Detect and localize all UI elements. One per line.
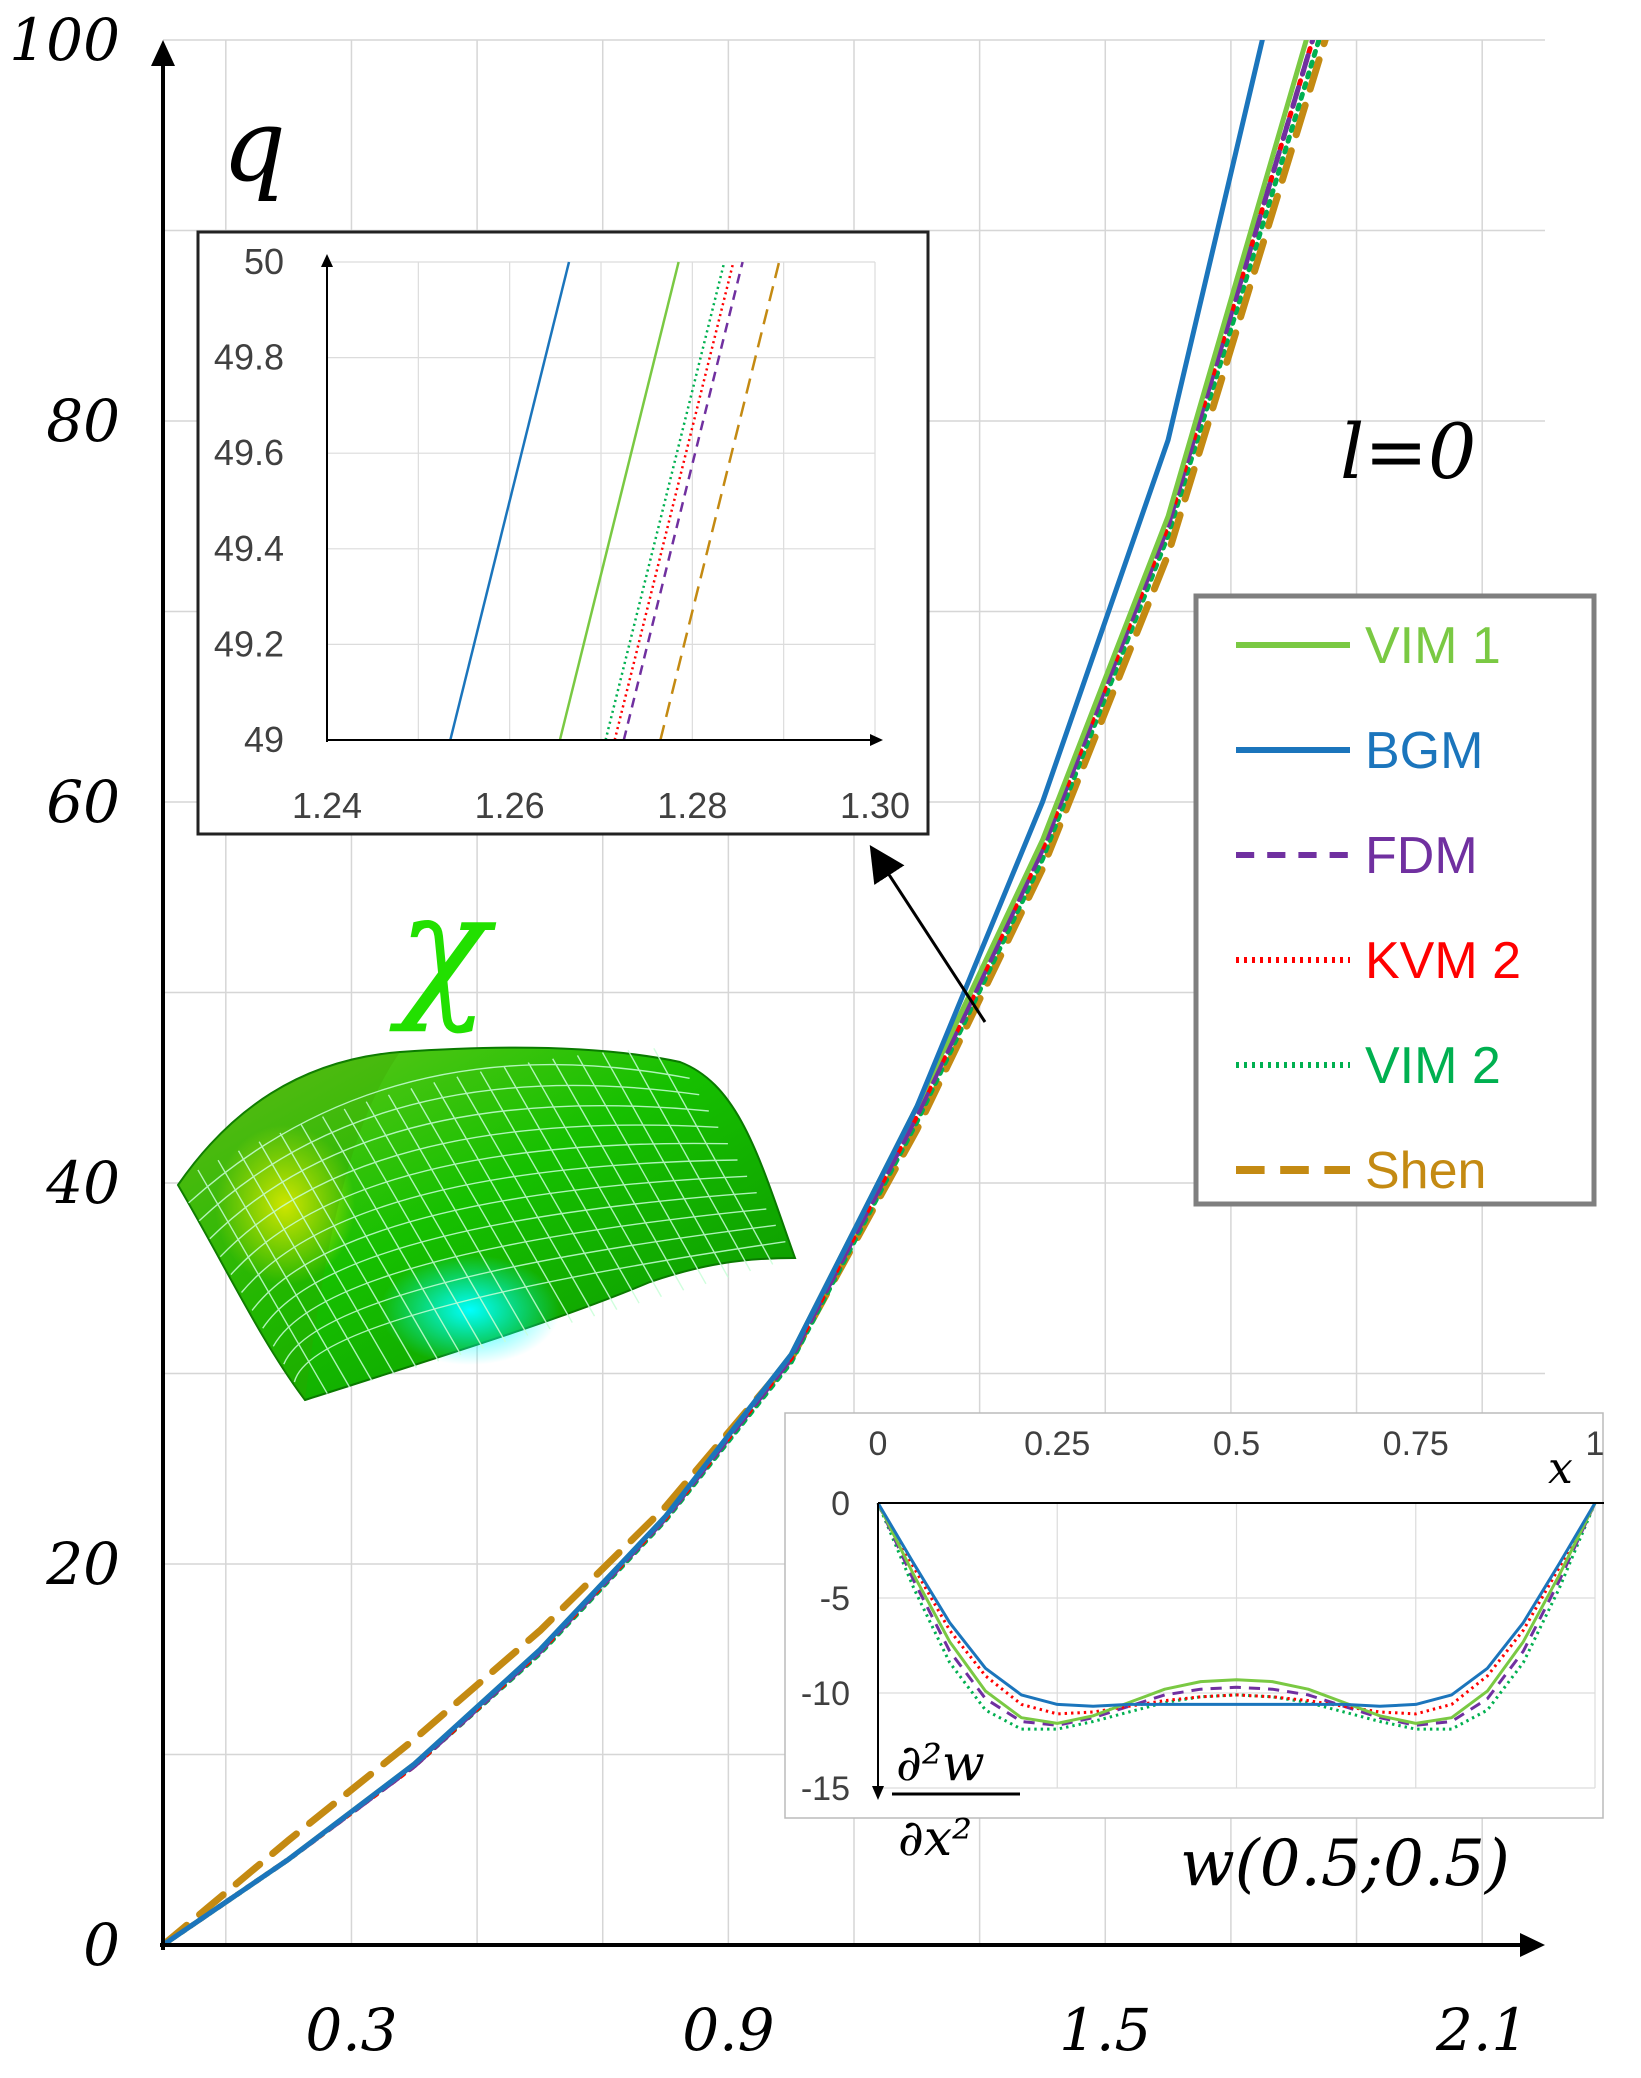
d2-series-kvm-2 xyxy=(876,1502,1597,1716)
zoom-series-fdm xyxy=(622,261,744,741)
d2-x-label: x xyxy=(1548,1443,1573,1494)
zoom-inset: 1.24 1.26 1.28 1.30 49 49.2 49.4 49.6 49.8 50 xyxy=(196,230,930,836)
main-y-axis-arrow xyxy=(151,40,175,66)
d2-y-tick-label: -10 xyxy=(801,1675,850,1713)
main-y-tick-label: 100 xyxy=(9,6,120,74)
d2-x-tick-label: 0 xyxy=(869,1425,888,1463)
legend-item-fdm: FDM xyxy=(1236,827,1478,885)
d2-x-tick-label: 1 xyxy=(1586,1425,1605,1463)
zoom-y-tick-label: 50 xyxy=(244,241,284,282)
legend-label-vim-1: VIM 1 xyxy=(1365,617,1501,675)
zoom-series-vim-2 xyxy=(604,261,726,741)
main-x-axis-arrow xyxy=(1520,1933,1545,1957)
d2-x-tick-label: 0.75 xyxy=(1383,1425,1449,1463)
zoom-series-shen xyxy=(659,261,781,741)
d2-x-tick-label: 0.25 xyxy=(1024,1425,1090,1463)
d2-series-bgm xyxy=(876,1502,1597,1708)
legend-label-bgm: BGM xyxy=(1365,722,1483,780)
zoom-y-tick-label: 49.8 xyxy=(214,337,284,378)
d2-y-tick-label: -5 xyxy=(820,1580,850,1618)
d2-series-fdm xyxy=(876,1502,1597,1727)
annotation-l-zero: l=0 xyxy=(1340,407,1476,496)
zoom-x-tick-label: 1.28 xyxy=(657,785,727,826)
zoom-y-tick-label: 49.4 xyxy=(214,528,284,569)
main-tick-labels: 0.3 0.9 1.5 2.1 0 20 40 60 80 100 xyxy=(9,6,1528,2064)
d2-y-label-denominator: ∂x² xyxy=(898,1809,972,1867)
legend-item-shen: Shen xyxy=(1236,1142,1486,1200)
y-axis-label: q xyxy=(222,87,286,204)
main-axes xyxy=(151,40,1545,1957)
legend-item-vim-2: VIM 2 xyxy=(1236,1037,1501,1095)
zoom-x-tick-label: 1.24 xyxy=(292,785,362,826)
zoom-series-kvm-2 xyxy=(613,261,735,741)
legend-item-kvm-2: KVM 2 xyxy=(1236,932,1521,990)
second-derivative-inset: 0 0.25 0.5 0.75 1 0 -5 -10 -15 x ∂²w ∂x² xyxy=(784,1412,1605,1867)
zoom-x-tick-label: 1.26 xyxy=(475,785,545,826)
main-y-tick-label: 20 xyxy=(45,1530,120,1598)
d2-inset-series xyxy=(876,1502,1597,1731)
legend-item-bgm: BGM xyxy=(1236,722,1483,780)
legend: VIM 1 BGM FDM KVM 2 VIM 2 Shen xyxy=(1193,593,1597,1207)
main-x-tick-label: 0.9 xyxy=(682,1996,774,2064)
zoom-x-tick-label: 1.30 xyxy=(840,785,910,826)
legend-item-vim-1: VIM 1 xyxy=(1236,617,1501,675)
main-y-tick-label: 40 xyxy=(45,1149,120,1217)
main-x-tick-label: 2.1 xyxy=(1435,1996,1528,2064)
legend-label-fdm: FDM xyxy=(1365,827,1478,885)
surface-label: χ xyxy=(389,862,497,1036)
zoom-callout-arrow xyxy=(869,844,987,1023)
main-series-bgm xyxy=(163,40,1265,1945)
d2-y-tick-label: -15 xyxy=(801,1770,850,1808)
legend-frame xyxy=(1193,593,1597,1207)
zoom-inset-frame xyxy=(196,230,930,836)
d2-y-label-numerator: ∂²w xyxy=(896,1734,985,1792)
main-y-tick-label: 0 xyxy=(83,1911,120,1979)
main-y-tick-label: 80 xyxy=(46,387,120,455)
legend-label-vim-2: VIM 2 xyxy=(1365,1037,1501,1095)
d2-series-vim-1 xyxy=(876,1502,1597,1725)
d2-x-tick-label: 0.5 xyxy=(1213,1425,1260,1463)
main-x-tick-label: 0.3 xyxy=(305,1996,397,2064)
legend-label-kvm-2: KVM 2 xyxy=(1365,932,1521,990)
zoom-y-tick-label: 49 xyxy=(244,719,284,760)
zoom-y-tick-label: 49.2 xyxy=(214,623,284,664)
main-series xyxy=(163,40,1329,1945)
surface-plot-illustration: χ xyxy=(176,862,797,1402)
x-axis-label: w(0.5;0.5) xyxy=(1180,1827,1510,1901)
legend-label-shen: Shen xyxy=(1365,1142,1486,1200)
zoom-inset-tick-labels: 1.24 1.26 1.28 1.30 49 49.2 49.4 49.6 49.8 50 xyxy=(214,241,910,826)
main-x-tick-label: 1.5 xyxy=(1059,1996,1151,2064)
zoom-series-vim-1 xyxy=(558,261,680,741)
main-y-tick-label: 60 xyxy=(46,768,120,836)
d2-y-tick-label: 0 xyxy=(831,1485,850,1523)
zoom-y-tick-label: 49.6 xyxy=(214,432,284,473)
zoom-inset-series xyxy=(449,261,781,741)
zoom-series-bgm xyxy=(449,261,571,741)
d2-inset-frame xyxy=(784,1412,1604,1819)
d2-inset-tick-labels: 0 0.25 0.5 0.75 1 0 -5 -10 -15 xyxy=(801,1425,1605,1808)
